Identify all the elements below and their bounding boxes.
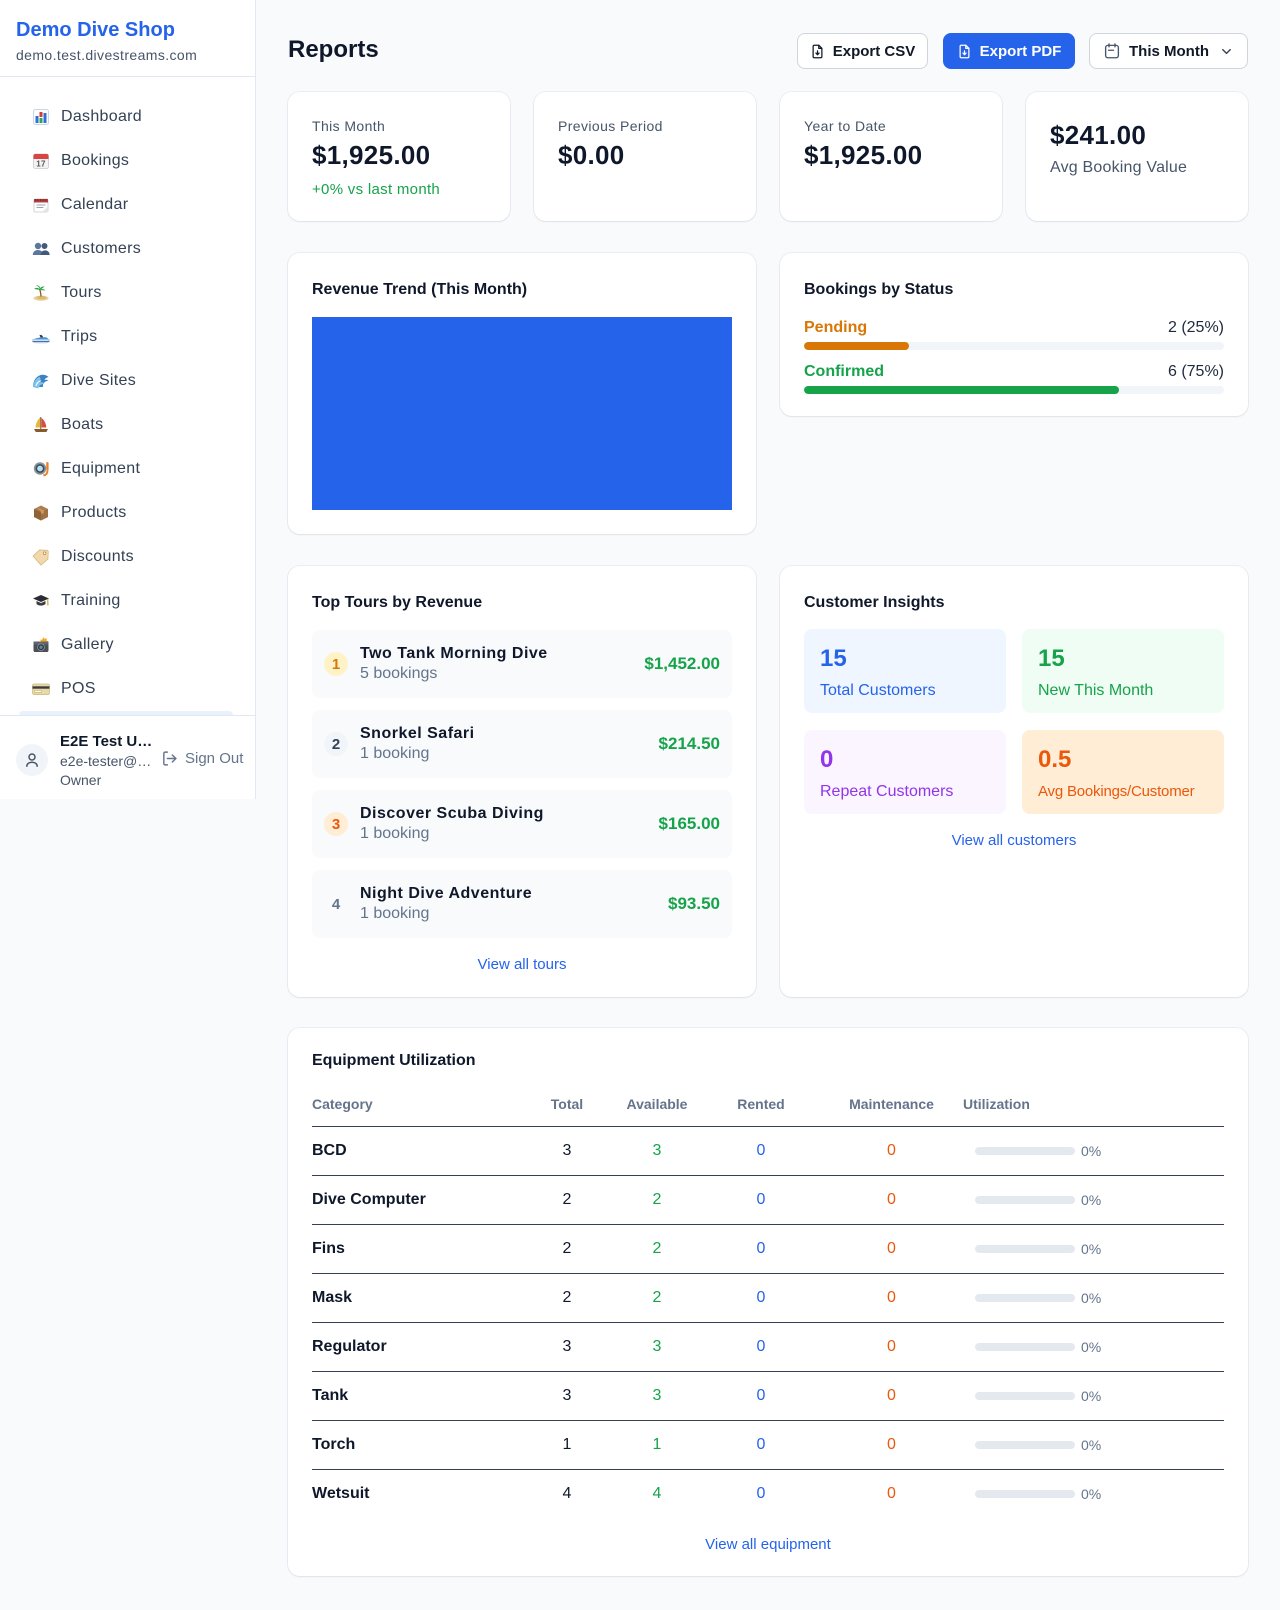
- svg-text:17: 17: [36, 160, 46, 169]
